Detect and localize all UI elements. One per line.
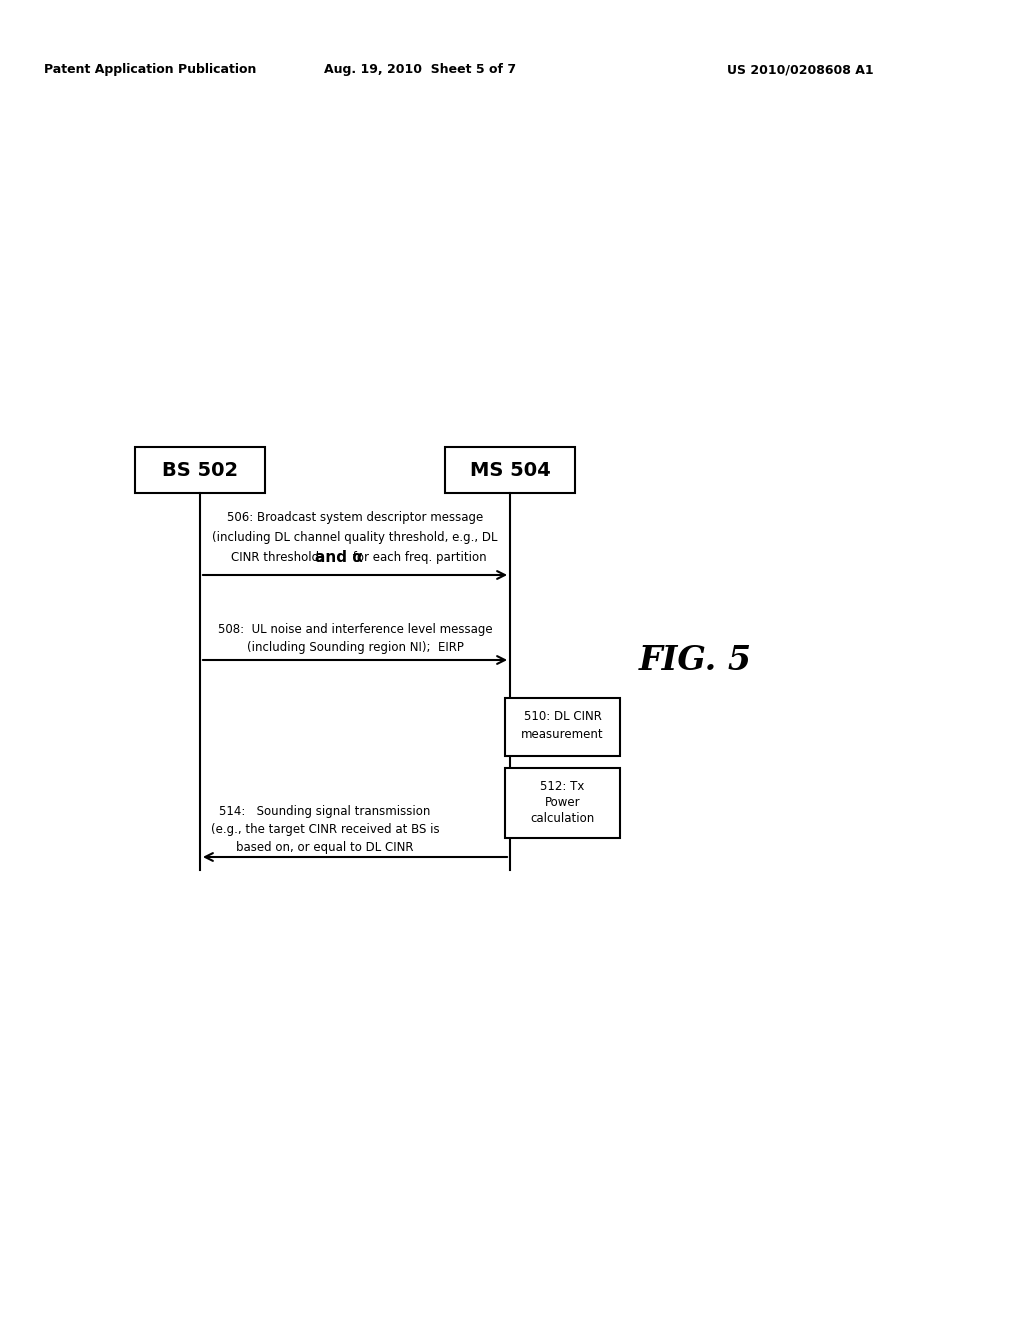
Text: and α: and α bbox=[314, 549, 362, 565]
Text: 514:   Sounding signal transmission: 514: Sounding signal transmission bbox=[219, 805, 431, 818]
Text: MS 504: MS 504 bbox=[470, 461, 550, 479]
Text: Power: Power bbox=[545, 796, 581, 809]
Text: FIG. 5: FIG. 5 bbox=[638, 644, 752, 676]
Text: BS 502: BS 502 bbox=[162, 461, 238, 479]
Bar bbox=[505, 768, 620, 838]
Text: US 2010/0208608 A1: US 2010/0208608 A1 bbox=[727, 63, 873, 77]
Text: (e.g., the target CINR received at BS is: (e.g., the target CINR received at BS is bbox=[211, 824, 439, 837]
Text: Patent Application Publication: Patent Application Publication bbox=[44, 63, 256, 77]
Text: 508:  UL noise and interference level message: 508: UL noise and interference level mes… bbox=[218, 623, 493, 636]
Text: (including Sounding region NI);  EIRP: (including Sounding region NI); EIRP bbox=[247, 642, 464, 655]
Text: (including DL channel quality threshold, e.g., DL: (including DL channel quality threshold,… bbox=[212, 531, 498, 544]
Text: 512: Tx: 512: Tx bbox=[541, 780, 585, 793]
Text: Aug. 19, 2010  Sheet 5 of 7: Aug. 19, 2010 Sheet 5 of 7 bbox=[324, 63, 516, 77]
Text: calculation: calculation bbox=[530, 813, 595, 825]
Text: 506: Broadcast system descriptor message: 506: Broadcast system descriptor message bbox=[227, 511, 483, 524]
Bar bbox=[135, 447, 265, 492]
Bar bbox=[445, 447, 575, 492]
Text: 510: DL CINR: 510: DL CINR bbox=[523, 710, 601, 723]
Text: based on, or equal to DL CINR: based on, or equal to DL CINR bbox=[237, 842, 414, 854]
Text: CINR threshold,: CINR threshold, bbox=[231, 550, 327, 564]
Bar bbox=[505, 698, 620, 756]
Text: for each freq. partition: for each freq. partition bbox=[348, 550, 486, 564]
Text: measurement: measurement bbox=[521, 729, 604, 742]
